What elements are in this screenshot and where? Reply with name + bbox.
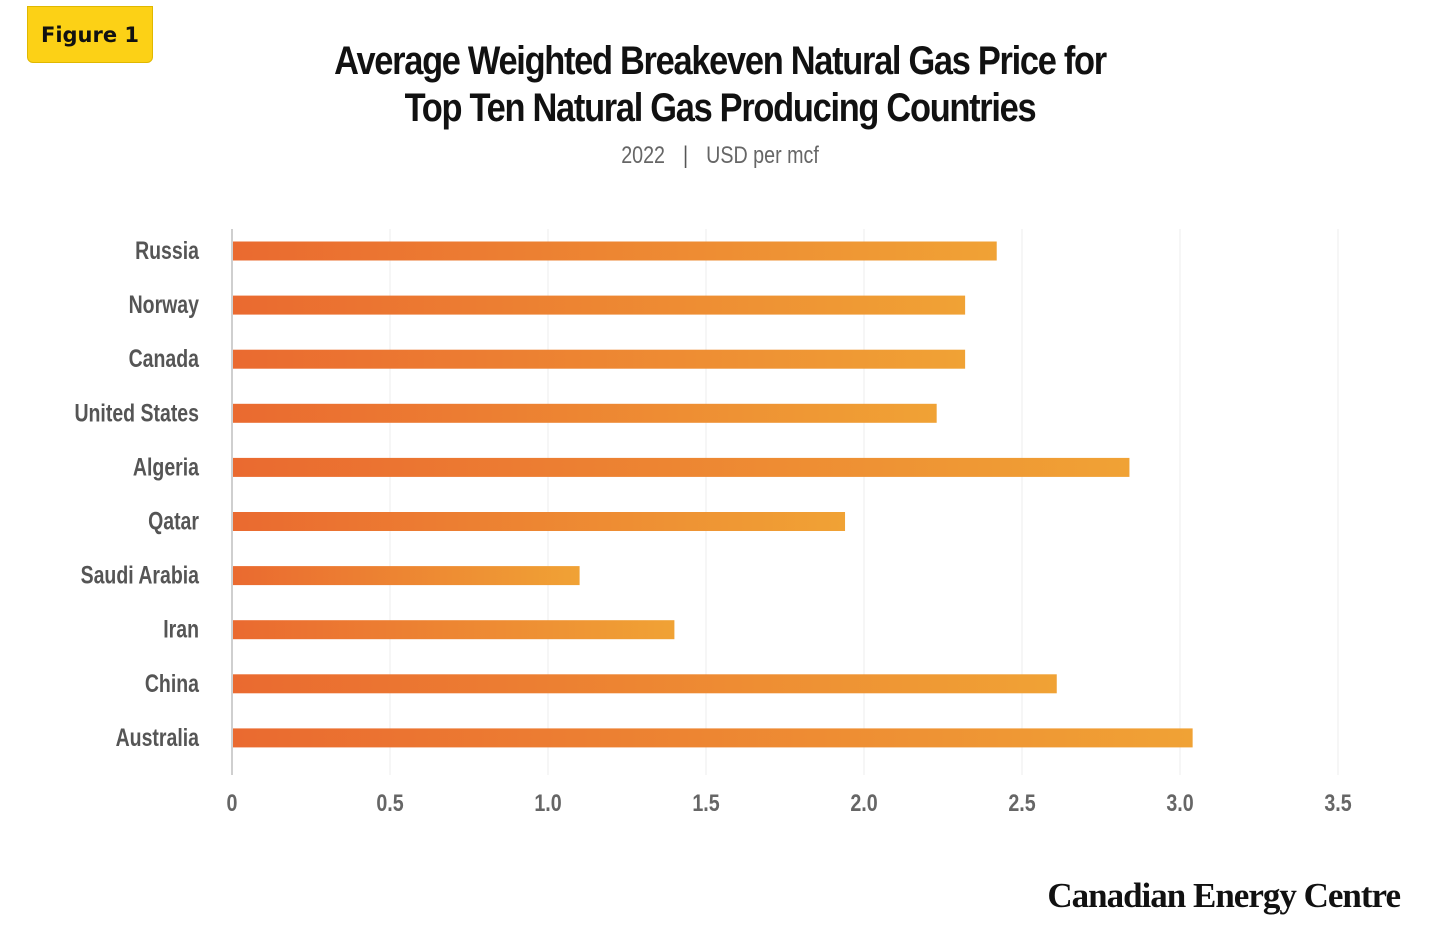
category-label: Qatar	[148, 507, 199, 535]
category-label: Algeria	[133, 453, 200, 481]
category-label: Norway	[129, 291, 200, 319]
bars	[233, 241, 1193, 748]
category-label: United States	[74, 399, 199, 427]
subtitle-separator: |	[683, 142, 689, 169]
x-tick-label: 2.5	[1008, 789, 1035, 816]
x-tick-label: 0.5	[376, 789, 403, 816]
x-tick-label: 3.5	[1324, 789, 1351, 816]
bar-russia	[233, 241, 997, 261]
category-label: Saudi Arabia	[81, 561, 200, 589]
x-tick-label: 2.0	[850, 789, 877, 816]
bar-qatar	[233, 512, 846, 531]
bar-norway	[233, 295, 966, 315]
x-tick-label: 3.0	[1166, 789, 1193, 816]
bar-canada	[233, 349, 966, 369]
category-label: Canada	[129, 345, 200, 373]
bar-saudi-arabia	[233, 566, 580, 586]
category-labels: Russia Norway Canada United States Algeria Qa…	[74, 237, 199, 752]
subtitle-year: 2022	[621, 142, 665, 169]
chart-subtitle: 2022 | USD per mcf	[130, 142, 1311, 170]
x-tick-label: 1.5	[692, 789, 719, 816]
bar-australia	[233, 728, 1193, 748]
chart-title: Average Weighted Breakeven Natural Gas P…	[101, 38, 1339, 132]
figure-badge: Figure 1	[27, 6, 153, 63]
category-label: Russia	[135, 237, 199, 265]
bar-united-states	[233, 403, 937, 423]
category-label: Australia	[116, 724, 200, 752]
chart-title-line-2: Top Ten Natural Gas Producing Countries	[404, 86, 1037, 130]
canadian-energy-centre-logo: Canadian Energy Centre	[1047, 876, 1401, 915]
bar-china	[233, 674, 1057, 694]
x-axis-tick-labels: 0 0.5 1.0 1.5 2.0 2.5 3.0 3.5	[227, 789, 1352, 816]
subtitle-unit: USD per mcf	[706, 142, 819, 169]
bar-iran	[233, 620, 675, 640]
bar-algeria	[233, 457, 1130, 477]
category-label: Iran	[163, 615, 199, 643]
x-tick-label: 1.0	[534, 789, 561, 816]
category-label: China	[145, 669, 200, 697]
x-tick-label: 0	[227, 789, 238, 816]
chart-title-line-1: Average Weighted Breakeven Natural Gas P…	[334, 39, 1107, 83]
